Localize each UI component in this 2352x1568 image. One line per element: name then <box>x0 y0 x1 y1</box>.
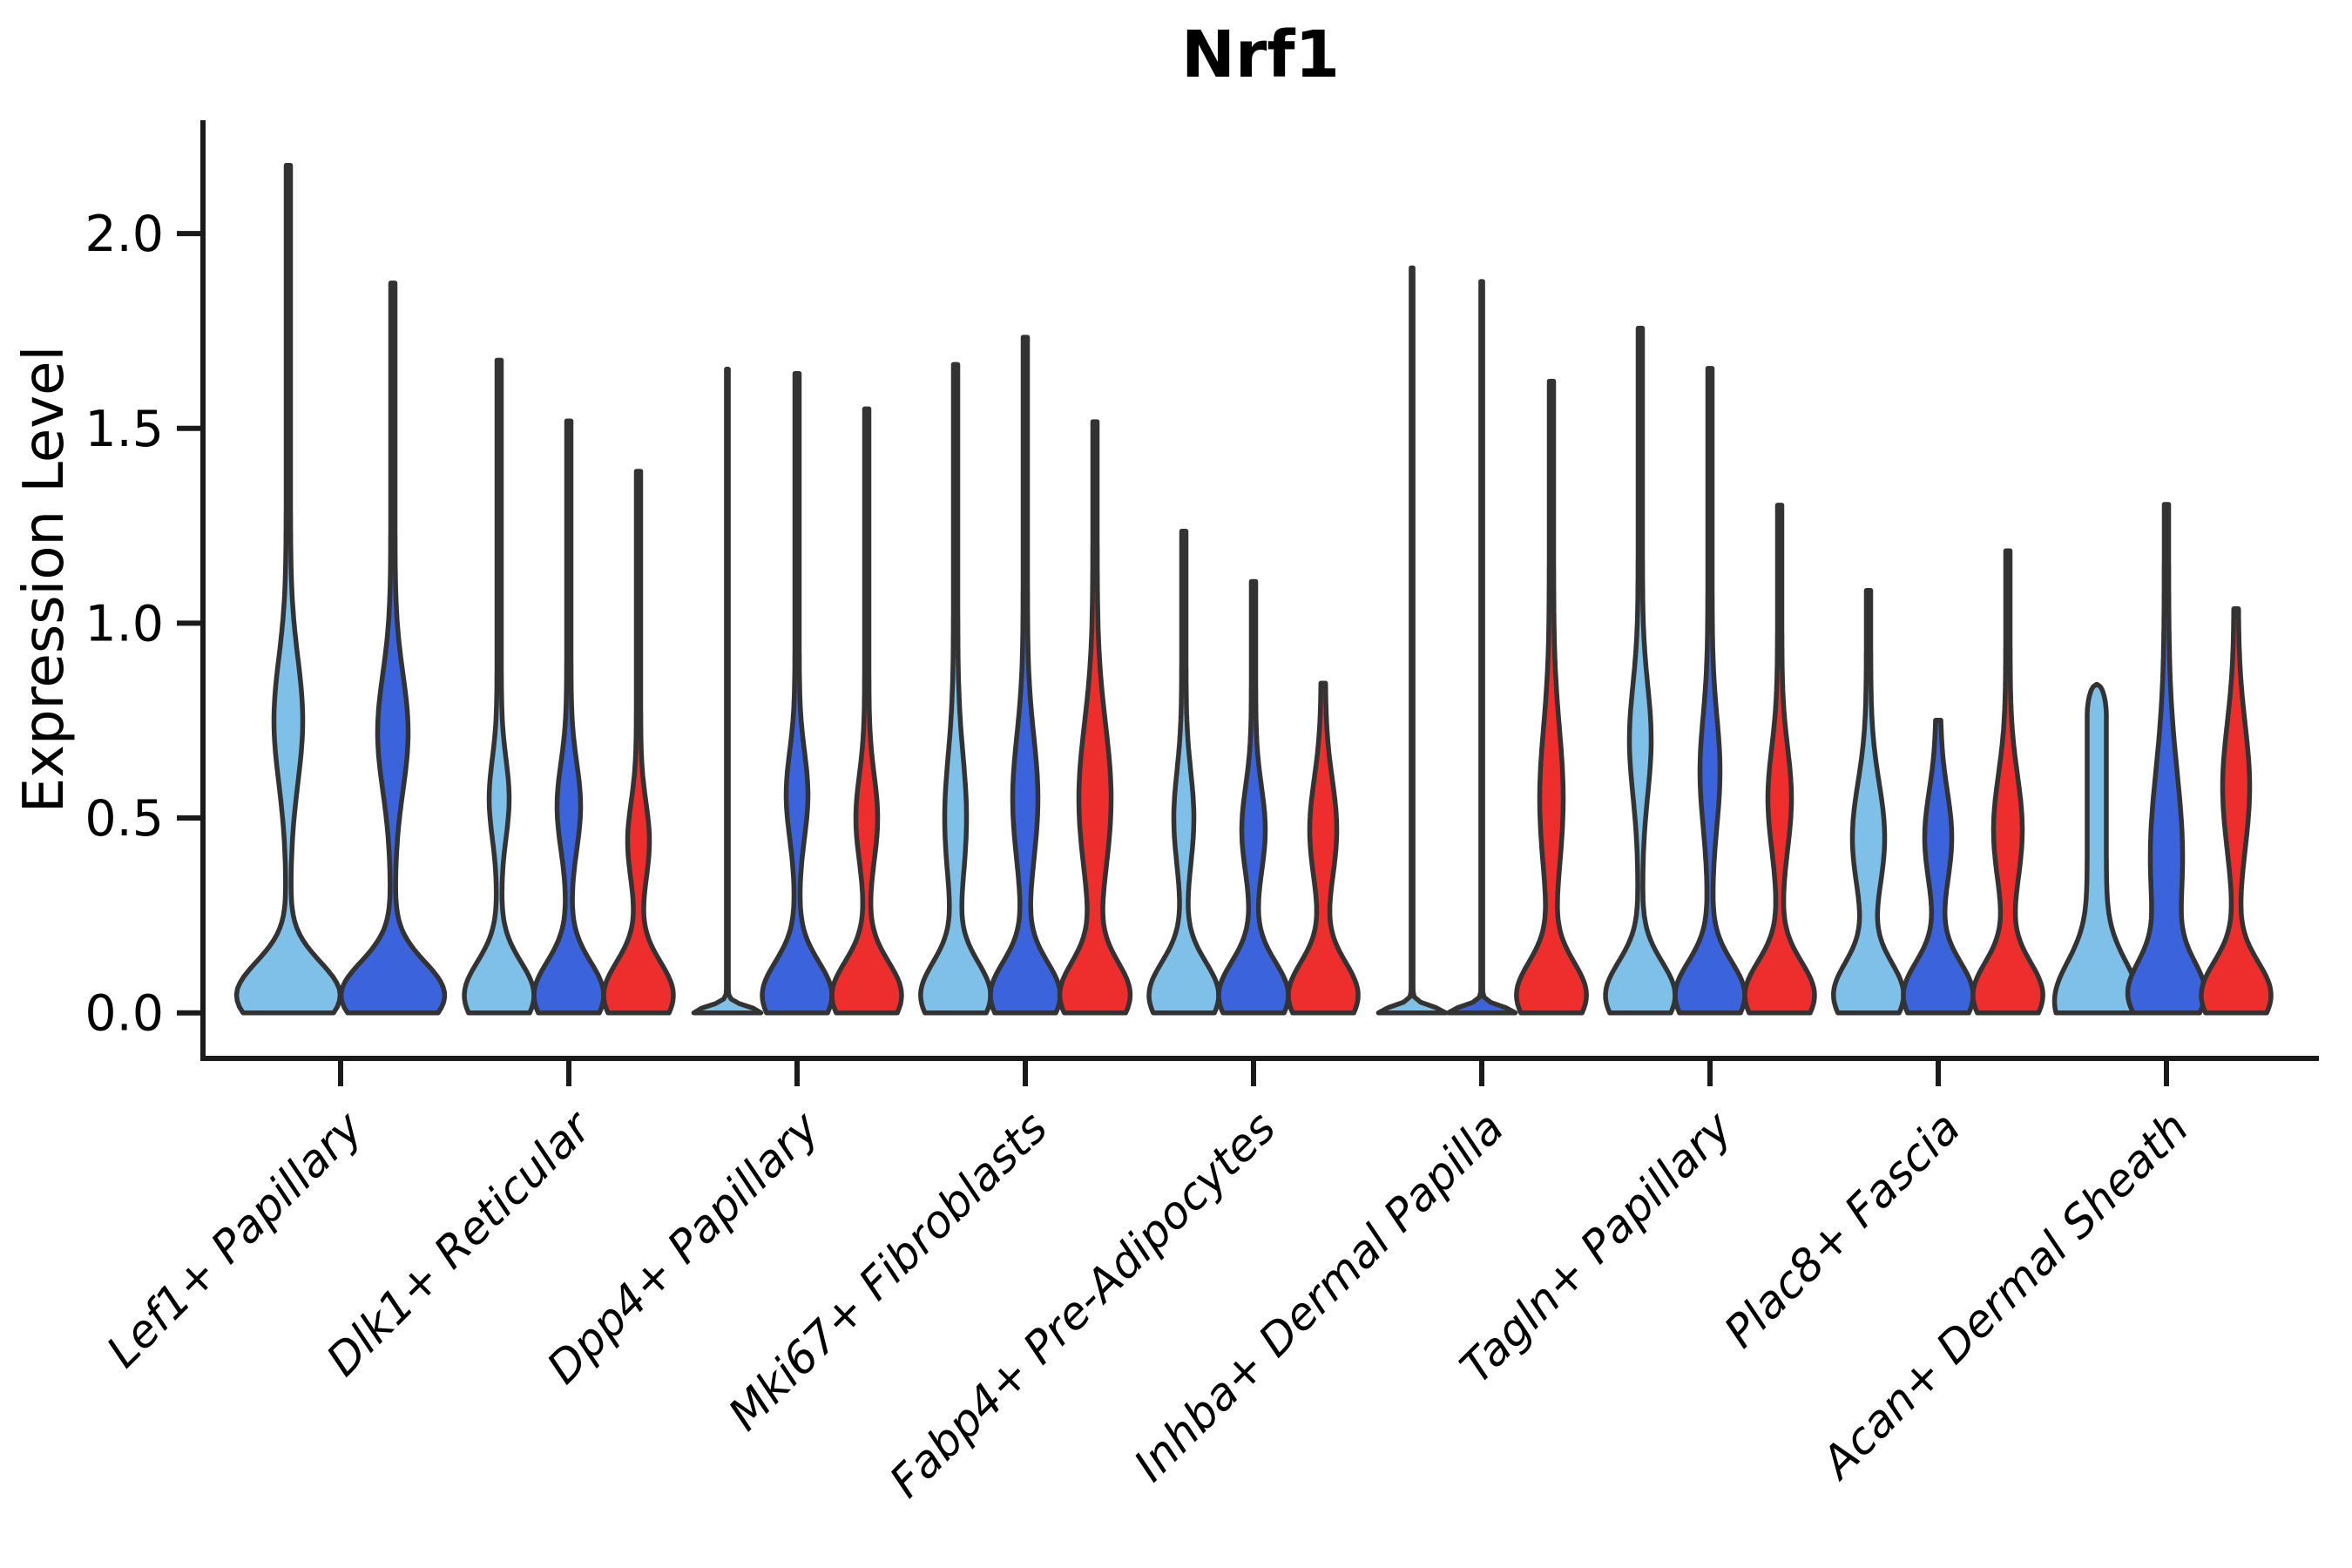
violin-dlk1-reticular-light-blue <box>462 357 537 1016</box>
violin-plac8-fascia-blue <box>1901 718 1976 1016</box>
y-axis-label: Expression Level <box>12 346 77 814</box>
violin-lef1-papillary-light-blue <box>233 163 343 1016</box>
y-tick-labels: 0.0 0.5 1.0 1.5 2.0 <box>84 206 164 1043</box>
violin-tagln-papillary-red <box>1742 503 1817 1016</box>
violin-dpp4-papillary-blue <box>760 370 835 1016</box>
chart-title: Nrf1 <box>1181 17 1340 92</box>
violin-mki67-fibroblasts-red <box>1057 419 1133 1016</box>
violin-plac8-fascia-red <box>1970 548 2045 1016</box>
violin-fabp4-pre-adipocytes-light-blue <box>1146 529 1221 1016</box>
violin-dpp4-papillary-red <box>829 406 904 1016</box>
violin-mki67-fibroblasts-blue <box>988 335 1063 1016</box>
x-category-label-acan-dermal-sheath: Acan+ Dermal Sheath <box>1811 1102 2199 1490</box>
violin-fabp4-pre-adipocytes-blue <box>1216 578 1291 1016</box>
violin-dlk1-reticular-red <box>601 469 676 1016</box>
violin-mki67-fibroblasts-light-blue <box>918 362 993 1016</box>
x-category-label-fabp4-pre-adipocytes: Fabp4+ Pre-Adipocytes <box>881 1102 1287 1508</box>
violin-lef1-papillary-blue <box>338 280 448 1016</box>
violin-dlk1-reticular-blue <box>531 418 606 1016</box>
violin-tagln-papillary-light-blue <box>1603 326 1678 1016</box>
violin-shapes <box>233 163 2274 1016</box>
x-category-label-plac8-fascia: Plac8+ Fascia <box>1715 1102 1971 1358</box>
y-tick-label: 2.0 <box>84 206 164 263</box>
violin-fabp4-pre-adipocytes-red <box>1286 680 1361 1016</box>
y-tick-label: 1.5 <box>84 401 164 458</box>
violin-inhba-dermal-papilla-blue <box>1445 279 1518 1016</box>
violin-inhba-dermal-papilla-light-blue <box>1375 265 1449 1016</box>
violin-dpp4-papillary-light-blue <box>691 367 764 1016</box>
violin-inhba-dermal-papilla-red <box>1514 378 1589 1016</box>
violin-acan-dermal-sheath-light-blue <box>2051 681 2142 1016</box>
violin-plac8-fascia-light-blue <box>1831 588 1906 1016</box>
axes <box>177 120 2319 1086</box>
x-category-label-inhba-dermal-papilla: Inhba+ Dermal Papilla <box>1125 1102 1514 1491</box>
y-tick-label: 0.0 <box>84 985 164 1043</box>
y-tick-label: 0.5 <box>84 790 164 848</box>
violin-acan-dermal-sheath-red <box>2199 606 2274 1016</box>
violin-tagln-papillary-blue <box>1673 366 1747 1016</box>
violin-acan-dermal-sheath-blue <box>2125 502 2208 1016</box>
y-tick-label: 1.0 <box>84 595 164 652</box>
